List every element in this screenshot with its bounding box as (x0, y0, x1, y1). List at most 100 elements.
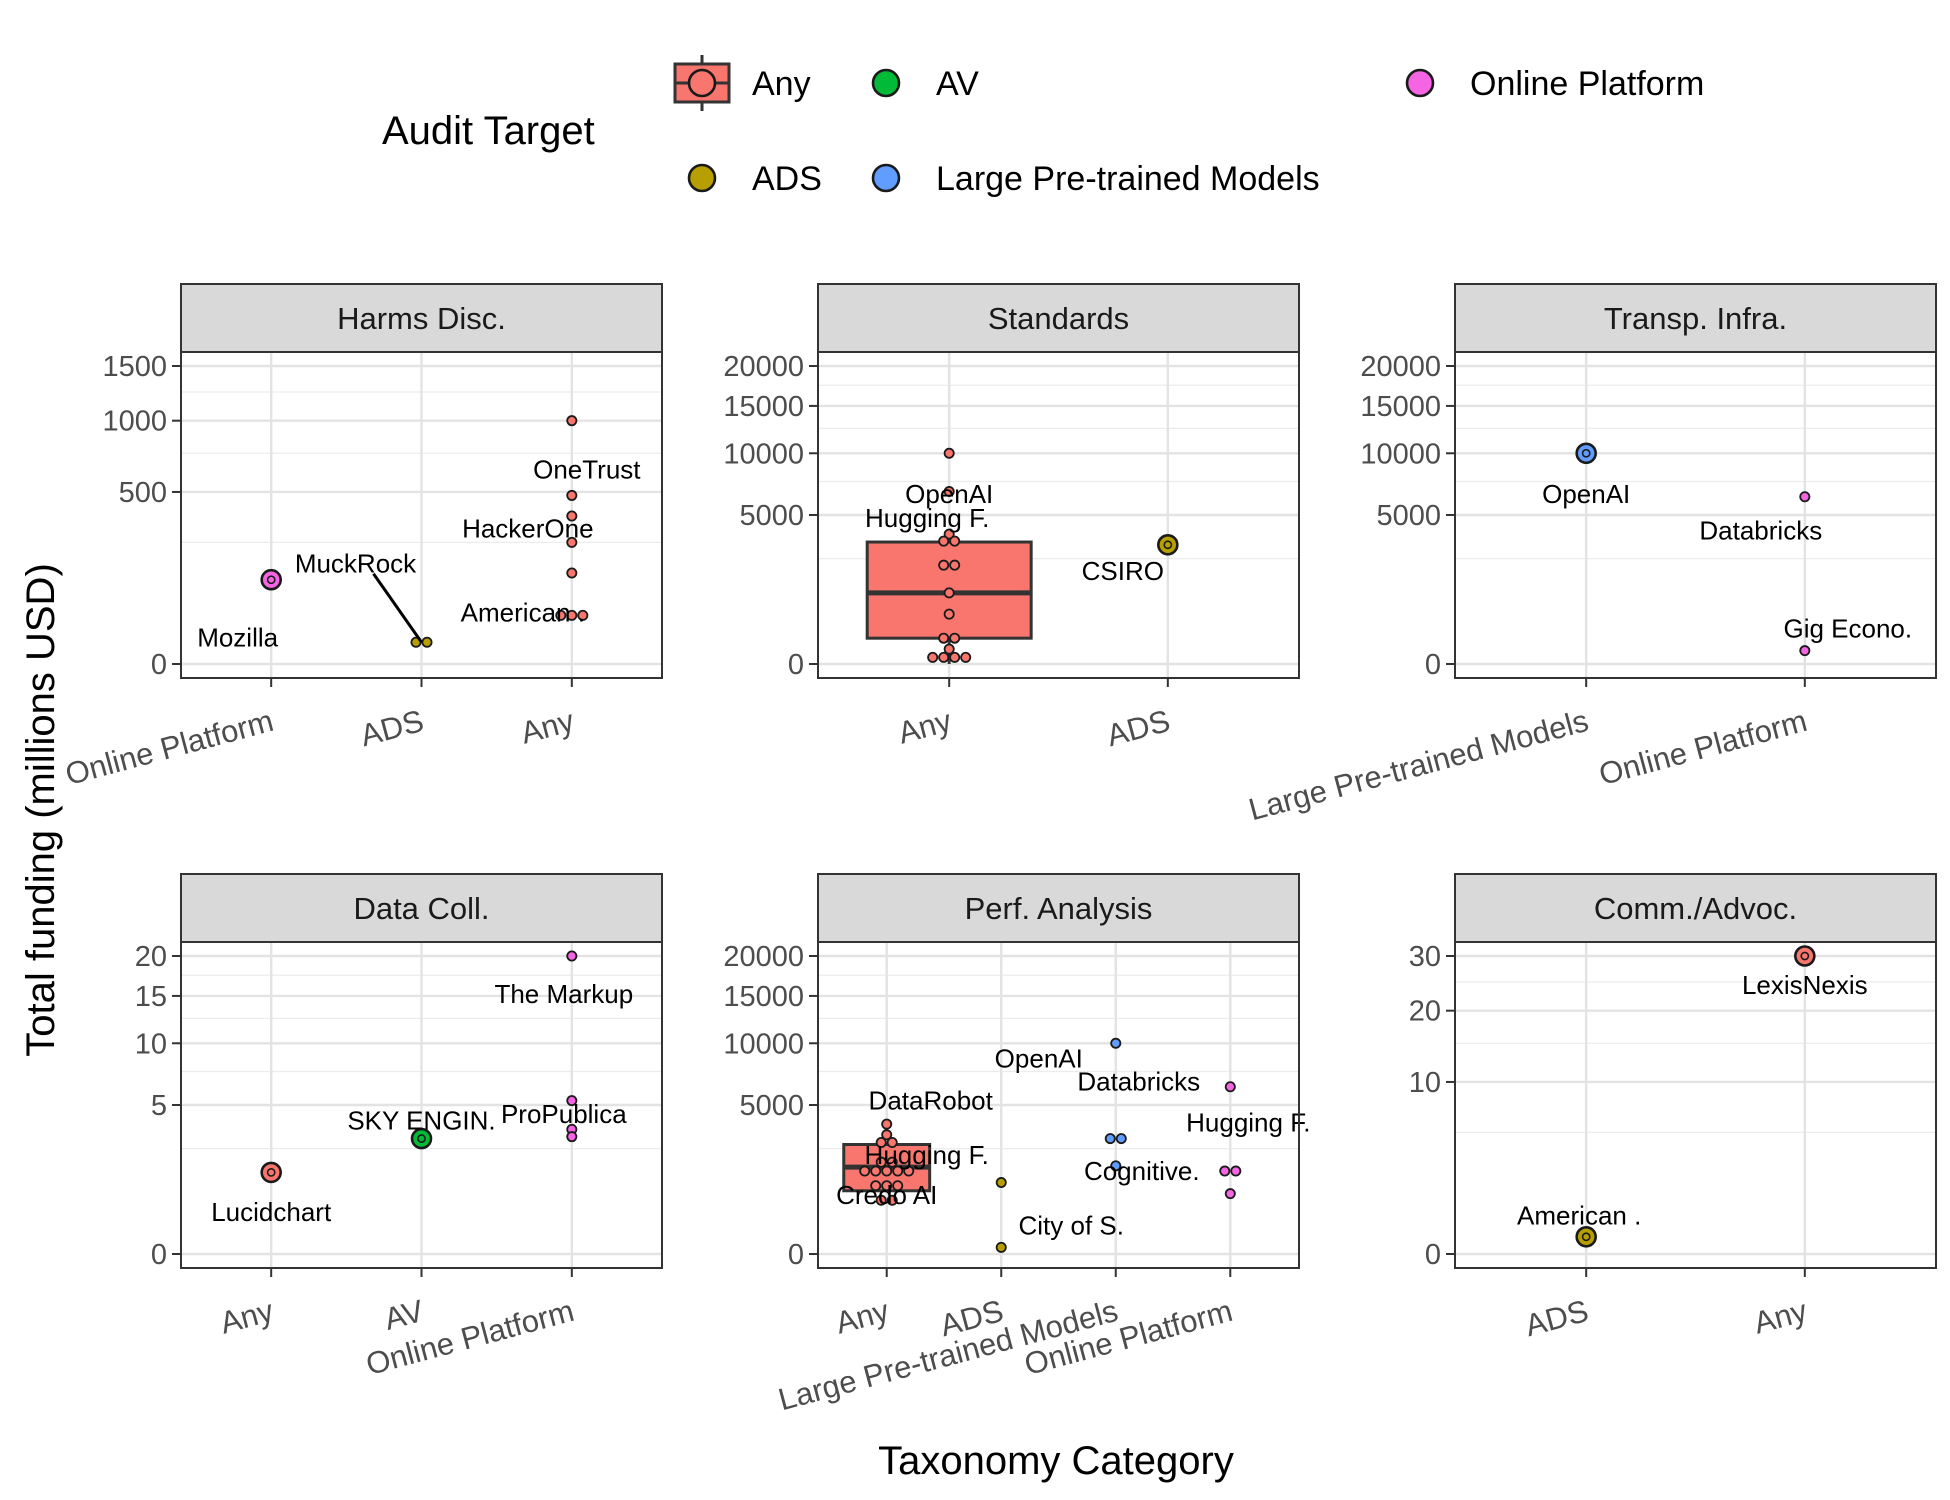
y-tick-label: 20000 (723, 941, 804, 973)
data-point (566, 1131, 578, 1143)
facet-strip-title: Harms Disc. (337, 301, 506, 336)
facet-panel-data-coll: Data Coll. 0 5 10 15 20 Lucidchart SKY ENGIN. Th… (135, 873, 663, 1382)
point-label: DataRobot (869, 1086, 994, 1116)
y-tick-label: 15000 (723, 981, 804, 1013)
point-label: Databricks (1699, 516, 1822, 546)
point-label: Gig Econo. (1783, 614, 1912, 644)
y-tick-label: 15000 (723, 391, 804, 423)
data-point (892, 1165, 904, 1177)
data-point (875, 1194, 887, 1206)
legend-key-point (687, 163, 717, 193)
point-label: LexisNexis (1742, 970, 1868, 1000)
panel-border (1454, 351, 1937, 679)
point-label: Credo AI (836, 1180, 937, 1210)
data-point (943, 486, 955, 498)
facet-strip (817, 283, 1300, 353)
y-tick-label: 5000 (1376, 500, 1441, 532)
data-point (566, 536, 578, 548)
legend: Audit Target Any AV Online Platform ADS Larg… (382, 55, 1704, 198)
data-point (881, 1165, 893, 1177)
y-tick-label: 0 (151, 649, 167, 681)
data-point (1230, 1165, 1242, 1177)
point-label: Cognitive. (1084, 1156, 1200, 1186)
point-label: MuckRock (295, 549, 417, 579)
facet-strip-title: Perf. Analysis (965, 891, 1153, 926)
point-label: Hugging F. (1186, 1107, 1310, 1137)
point-label: Hugging F. (865, 503, 989, 533)
data-point (949, 651, 961, 663)
data-point (555, 609, 567, 621)
legend-key-point (871, 163, 901, 193)
point-label: Mozilla (197, 622, 278, 652)
data-point (943, 528, 955, 540)
point-label: OpenAI (905, 479, 993, 509)
y-tick-label: 10 (135, 1028, 167, 1060)
data-point (577, 609, 589, 621)
y-tick-label: 10000 (723, 1028, 804, 1060)
y-tick-label: 5 (151, 1090, 167, 1122)
legend-label: ADS (752, 160, 822, 198)
y-tick-label: 1000 (102, 406, 167, 438)
data-point-inner (1163, 540, 1173, 550)
data-point (1224, 1081, 1236, 1093)
point-label: CSIRO (1082, 556, 1164, 586)
facet-strip (817, 873, 1300, 943)
legend-label: Any (752, 65, 811, 103)
data-point (875, 1136, 887, 1148)
facet-strip (1454, 283, 1937, 353)
y-axis-title: Total funding (millions USD) (19, 563, 63, 1057)
legend-label: AV (936, 65, 979, 103)
legend-item-large-pre-trained-models: Large Pre-trained Models (871, 160, 1320, 198)
y-tick-label: 0 (788, 649, 804, 681)
y-tick-label: 5000 (739, 500, 804, 532)
point-label: SKY ENGIN. (347, 1106, 495, 1136)
data-point (943, 447, 955, 459)
point-label: ProPublica (501, 1099, 627, 1129)
y-tick-label: 10 (1409, 1067, 1441, 1099)
data-point (943, 608, 955, 620)
data-point (1224, 1188, 1236, 1200)
data-point-inner (266, 1167, 276, 1177)
legend-item-any: Any (673, 55, 811, 111)
legend-title: Audit Target (382, 109, 595, 153)
data-point (881, 1129, 893, 1141)
facet-strip-title: Standards (988, 301, 1129, 336)
data-point (1219, 1165, 1231, 1177)
data-point (859, 1165, 871, 1177)
y-tick-label: 500 (119, 477, 167, 509)
data-point (927, 651, 939, 663)
data-point (870, 1180, 882, 1192)
data-point (995, 1177, 1007, 1189)
point-label: Databricks (1077, 1067, 1200, 1097)
panel-border (1454, 941, 1937, 1269)
data-point (886, 1156, 898, 1168)
y-tick-label: 0 (1425, 649, 1441, 681)
data-point (1104, 1133, 1116, 1145)
data-point (886, 1194, 898, 1206)
data-point (949, 535, 961, 547)
y-tick-label: 15 (135, 981, 167, 1013)
y-tick-label: 0 (1425, 1239, 1441, 1271)
point-label: The Markup (494, 979, 633, 1009)
data-point (949, 559, 961, 571)
legend-key-point (687, 68, 717, 98)
point-label: HackerOne (462, 514, 594, 544)
data-point (881, 1180, 893, 1192)
data-point (566, 489, 578, 501)
facet-strip (180, 873, 663, 943)
data-point (566, 609, 578, 621)
legend-item-ads: ADS (687, 160, 822, 198)
facet-strip (180, 283, 663, 353)
data-point (1110, 1160, 1122, 1172)
y-tick-label: 20 (135, 941, 167, 973)
legend-label: Large Pre-trained Models (936, 160, 1320, 198)
data-point (960, 651, 972, 663)
facet-panel-standards: Standards 0 5000 10000 15000 20000 OpenAIHuggi… (723, 283, 1300, 753)
data-point (566, 510, 578, 522)
data-point-inner (1581, 1232, 1591, 1242)
point-label: OneTrust (533, 454, 641, 484)
data-point-inner (266, 575, 276, 585)
